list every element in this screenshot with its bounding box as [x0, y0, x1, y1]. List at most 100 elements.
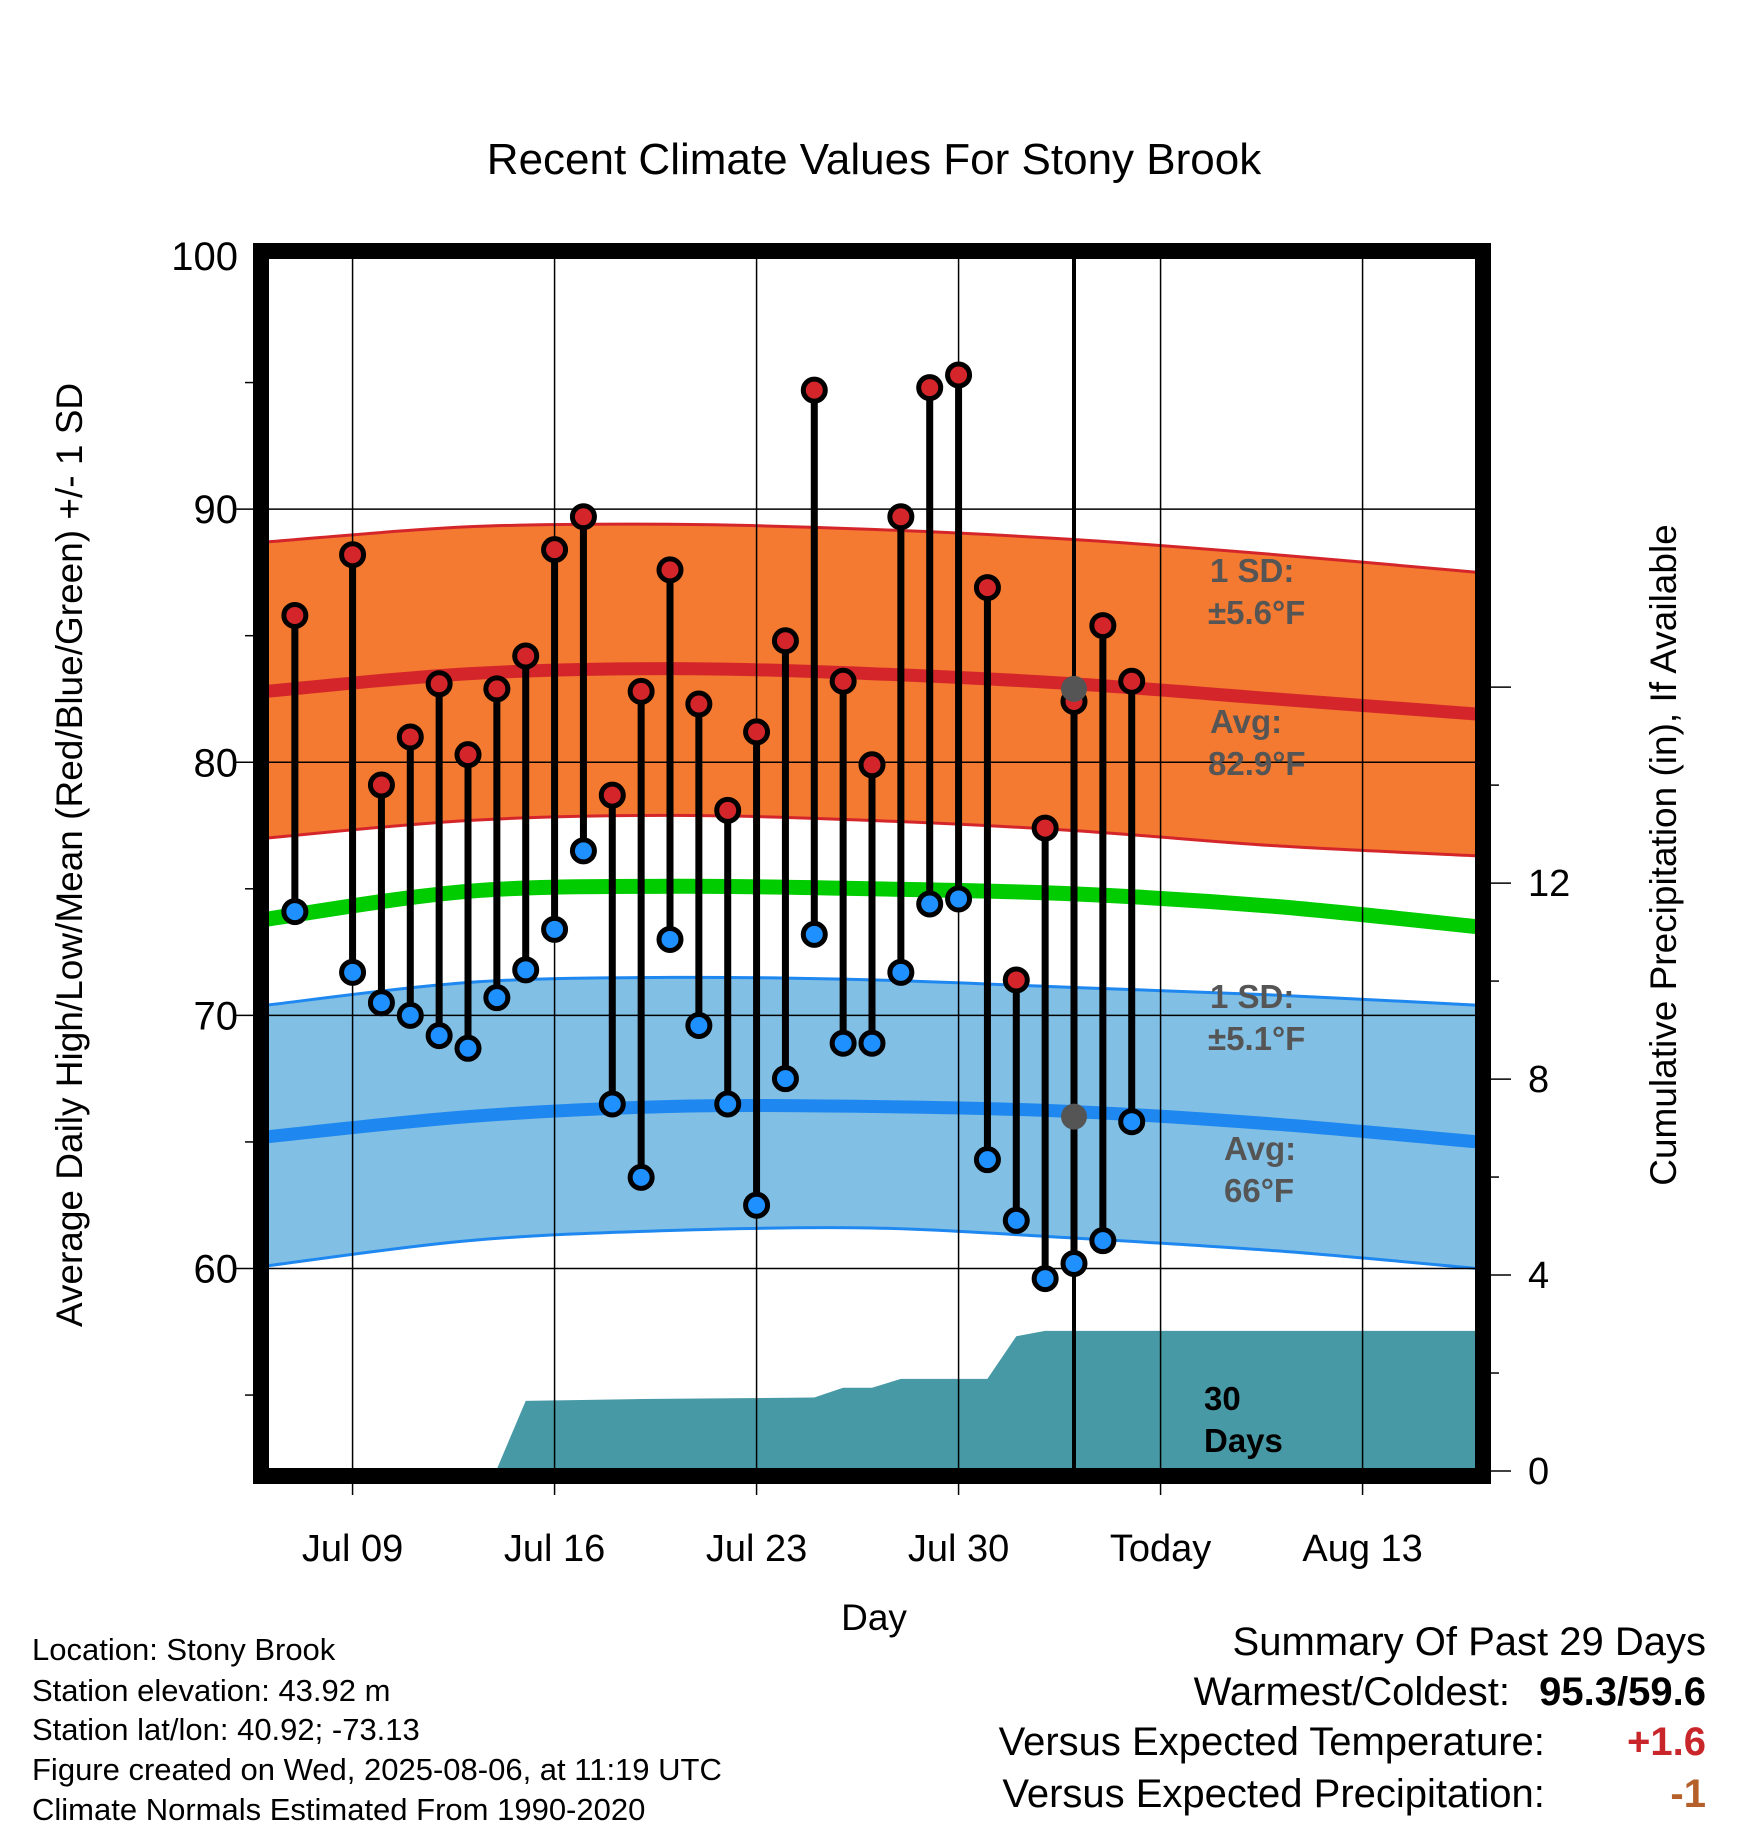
low-temp-marker — [771, 1065, 799, 1093]
high-temp-marker — [396, 723, 424, 751]
high-temp-marker — [771, 627, 799, 655]
low-temp-marker — [714, 1090, 742, 1118]
low-temp-marker — [339, 958, 367, 986]
warm-cold-value: 95.3/59.6 — [1539, 1670, 1706, 1714]
low-temp-marker — [858, 1029, 886, 1057]
low-temp-marker — [1118, 1108, 1146, 1136]
high-sd-upper-edge — [266, 522, 1478, 574]
low-sd-label: 1 SD: — [1210, 978, 1294, 1015]
window-unit-label: Days — [1204, 1422, 1283, 1459]
warm-cold-label: Warmest/Coldest: — [1193, 1670, 1511, 1714]
summary-warm-cold: Warmest/Coldest: 95.3/59.6 — [1194, 1672, 1706, 1712]
low-average-line — [266, 1099, 1478, 1149]
high-temp-marker — [367, 771, 395, 799]
low-temp-marker — [656, 925, 684, 953]
low-temp-marker — [454, 1034, 482, 1062]
high-temp-marker — [743, 718, 771, 746]
precip-anomaly-value: -1 — [1670, 1772, 1706, 1816]
x-tick-label: Jul 30 — [908, 1528, 1009, 1570]
low-avg-value: 66°F — [1224, 1172, 1294, 1209]
temp-anomaly-value: +1.6 — [1627, 1720, 1706, 1764]
low-temp-marker — [945, 885, 973, 913]
high-temp-marker — [887, 503, 915, 531]
summary-title: Summary Of Past 29 Days — [1232, 1620, 1706, 1664]
high-temp-marker — [1031, 814, 1059, 842]
low-temp-marker — [1060, 1249, 1088, 1277]
low-temp-marker — [367, 989, 395, 1017]
x-tick-label: Jul 23 — [706, 1528, 807, 1570]
high-avg-value: 82.9°F — [1208, 745, 1306, 782]
high-temp-marker — [656, 556, 684, 584]
low-temp-marker — [1031, 1265, 1059, 1293]
low-temp-marker — [512, 956, 540, 984]
low-temp-marker — [685, 1012, 713, 1039]
low-temp-marker — [887, 958, 915, 986]
plot-frame — [253, 243, 1491, 1484]
y2-axis-label: Cumulative Precipitation (in), If Availa… — [1643, 524, 1684, 1186]
x-tick-label: Jul 09 — [302, 1528, 403, 1570]
high-avg-label: Avg: — [1210, 703, 1282, 740]
high-temp-marker — [1089, 612, 1117, 640]
y2-tick-label: 4 — [1528, 1255, 1549, 1297]
low-temp-marker — [483, 984, 511, 1012]
x-axis-label: Day — [841, 1597, 907, 1638]
y-tick-label: 90 — [194, 488, 239, 532]
high-temp-marker — [829, 667, 857, 695]
low-avg-label: Avg: — [1224, 1130, 1296, 1167]
high-temp-marker — [858, 751, 886, 779]
high-temp-marker — [916, 374, 944, 402]
high-temp-marker — [281, 601, 309, 629]
y-axis-label: Average Daily High/Low/Mean (Red/Blue/Gr… — [49, 383, 90, 1327]
high-sd-band — [266, 524, 1478, 856]
low-temp-marker — [569, 837, 597, 865]
low-temp-marker — [916, 890, 944, 918]
low-temp-marker — [396, 1001, 424, 1029]
coldest-value: 59.6 — [1628, 1670, 1706, 1714]
high-temp-marker — [685, 690, 713, 718]
high-temp-marker — [454, 741, 482, 769]
station-location: Location: Stony Brook — [32, 1632, 336, 1667]
low-sd-value: ±5.1°F — [1208, 1020, 1305, 1057]
figure-created: Figure created on Wed, 2025-08-06, at 11… — [32, 1752, 722, 1787]
y-tick-label: 60 — [194, 1248, 239, 1292]
station-latlon: Station lat/lon: 40.92; -73.13 — [32, 1712, 420, 1747]
temp-label: Versus Expected Temperature: — [998, 1720, 1545, 1764]
x-tick-label: Today — [1110, 1528, 1211, 1570]
today-high-normal-marker — [1061, 675, 1087, 702]
today-low-normal-marker — [1061, 1103, 1087, 1130]
high-temp-marker — [627, 677, 655, 705]
high-temp-marker — [714, 796, 742, 824]
cumulative-precip-area — [266, 1330, 1478, 1471]
station-elevation: Station elevation: 43.92 m — [32, 1673, 391, 1708]
high-temp-marker — [339, 541, 367, 569]
low-temp-marker — [800, 920, 828, 948]
high-sd-label: 1 SD: — [1210, 552, 1294, 589]
high-temp-marker — [512, 642, 540, 670]
y-tick-label: 100 — [171, 235, 238, 279]
x-tick-label: Jul 16 — [504, 1528, 605, 1570]
high-temp-marker — [569, 503, 597, 531]
low-temp-marker — [1002, 1206, 1030, 1234]
low-temp-marker — [598, 1090, 626, 1118]
high-temp-marker — [973, 574, 1001, 602]
high-temp-marker — [425, 670, 453, 698]
y2-tick-label: 8 — [1528, 1059, 1549, 1101]
low-temp-marker — [743, 1191, 771, 1219]
low-temp-marker — [281, 898, 309, 926]
low-temp-marker — [973, 1146, 1001, 1174]
high-sd-value: ±5.6°F — [1208, 594, 1305, 631]
y-tick-label: 80 — [194, 741, 239, 785]
precip-label: Versus Expected Precipitation: — [1002, 1772, 1545, 1816]
plot-area: 100 90 80 70 60 12 8 4 0 Jul 09 Jul 16 Jul 23 Jul 30… — [171, 235, 1570, 1570]
high-temp-marker — [541, 536, 569, 564]
high-temp-marker — [483, 675, 511, 703]
low-temp-marker — [1089, 1227, 1117, 1255]
high-temp-marker — [800, 376, 828, 404]
summary-precipitation: Versus Expected Precipitation: -1 — [1002, 1774, 1706, 1814]
low-sd-band — [266, 977, 1478, 1269]
low-temp-marker — [425, 1022, 453, 1050]
plot-inner — [266, 522, 1478, 1471]
low-temp-marker — [541, 915, 569, 943]
high-temp-marker — [945, 361, 973, 389]
